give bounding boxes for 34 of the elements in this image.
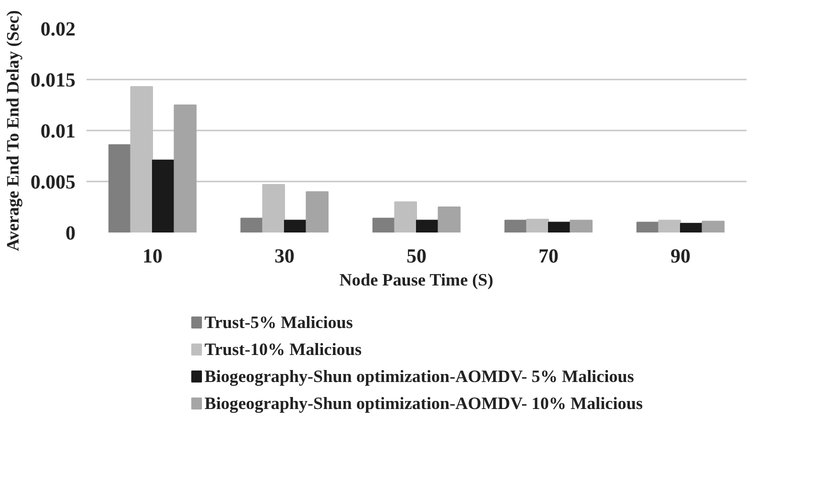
- x-tick-label: 30: [274, 246, 294, 268]
- bar: [526, 218, 549, 232]
- bar: [174, 104, 197, 232]
- bar: [372, 218, 396, 232]
- bar: [548, 222, 571, 232]
- legend-label: Trust-5% Malicious: [204, 313, 354, 332]
- bar: [152, 160, 175, 232]
- y-tick-label: 0.02: [40, 18, 76, 40]
- x-axis-title: Node Pause Time (S): [339, 270, 494, 290]
- bar: [702, 220, 725, 232]
- bar: [570, 220, 593, 232]
- bar: [416, 220, 439, 232]
- bar: [108, 144, 132, 232]
- bar: [504, 220, 528, 232]
- bar: [438, 206, 461, 232]
- y-tick-label: 0.005: [30, 172, 76, 194]
- legend-label: Biogeography-Shun optimization-AOMDV- 5% Malicious: [204, 367, 634, 386]
- x-tick-label: 10: [142, 246, 162, 268]
- x-tick-label: 90: [670, 246, 690, 268]
- bar: [240, 218, 264, 232]
- legend-label: Trust-10% Malicious: [204, 340, 362, 359]
- bar: [658, 220, 681, 232]
- bar: [394, 201, 417, 232]
- y-axis-title: Average End To End Delay (Sec): [4, 10, 22, 252]
- x-tick-label: 50: [406, 246, 426, 268]
- y-tick-label: 0.01: [40, 120, 76, 142]
- x-tick-label: 70: [538, 246, 558, 268]
- legend-label: Biogeography-Shun optimization-AOMDV- 10% Malicious: [204, 394, 643, 413]
- bar: [680, 222, 703, 232]
- bar: [636, 222, 660, 232]
- y-tick-label: 0.015: [30, 70, 76, 92]
- y-tick-label: 0: [66, 222, 76, 244]
- bar: [284, 220, 307, 232]
- bar: [306, 191, 329, 232]
